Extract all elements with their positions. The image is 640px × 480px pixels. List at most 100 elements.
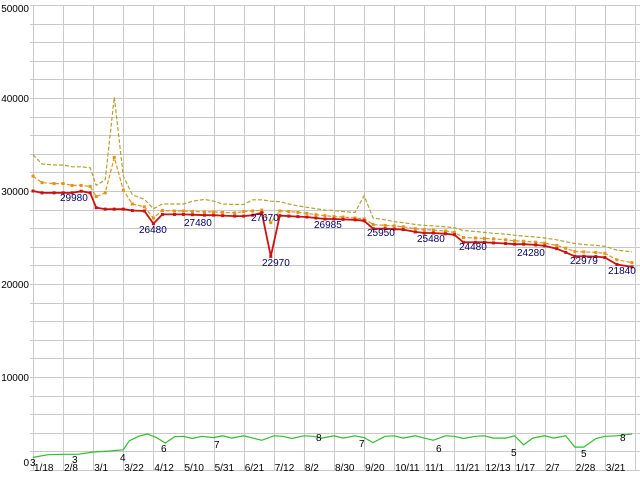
series-marker bbox=[555, 247, 559, 251]
series-marker bbox=[564, 246, 568, 250]
series-marker bbox=[362, 217, 366, 221]
series-marker bbox=[513, 239, 517, 243]
series-marker bbox=[260, 211, 264, 215]
series-marker bbox=[88, 191, 92, 195]
series-highest-price bbox=[32, 97, 633, 253]
x-tick-label: 8/2 bbox=[305, 463, 319, 474]
price-annotation: 24280 bbox=[517, 248, 545, 259]
series-marker bbox=[534, 240, 538, 244]
series-marker bbox=[305, 211, 309, 215]
series-marker bbox=[278, 209, 282, 213]
series-marker bbox=[203, 210, 207, 214]
x-tick-label: 2/8 bbox=[64, 463, 78, 474]
y-tick-label: 20000 bbox=[1, 280, 29, 291]
series-marker bbox=[594, 255, 598, 259]
series-marker bbox=[332, 217, 336, 221]
series-marker bbox=[142, 205, 146, 209]
x-tick-label: 8/30 bbox=[335, 463, 355, 474]
series-marker bbox=[443, 229, 447, 233]
series-marker bbox=[564, 250, 568, 254]
price-annotation: 26480 bbox=[139, 225, 167, 236]
series-marker bbox=[422, 231, 426, 235]
series-marker bbox=[362, 219, 366, 223]
price-annotations: 29980 26480 27480 27670 22970 26985 25950 25480… bbox=[60, 193, 636, 277]
series-marker bbox=[242, 209, 246, 213]
x-axis-labels: 1/18 2/8 3/1 3/22 4/12 5/10 5/31 6/21 7/12 8/2 8/3… bbox=[34, 463, 626, 474]
series-marker bbox=[594, 250, 598, 254]
series-marker bbox=[251, 209, 255, 213]
series-marker bbox=[142, 209, 146, 213]
series-marker bbox=[70, 191, 74, 195]
series-line-average-price bbox=[32, 155, 633, 264]
price-annotation: 27480 bbox=[184, 218, 212, 229]
count-label: 5 bbox=[581, 449, 587, 460]
series-marker bbox=[130, 209, 134, 213]
series-marker bbox=[296, 215, 300, 219]
series-marker bbox=[492, 237, 496, 241]
series-marker bbox=[260, 208, 264, 212]
x-tick-label: 2/28 bbox=[576, 463, 596, 474]
x-tick-label: 6/21 bbox=[245, 463, 265, 474]
series-marker bbox=[383, 223, 387, 227]
series-marker bbox=[371, 227, 375, 231]
series-marker bbox=[392, 224, 396, 228]
series-marker bbox=[88, 184, 92, 188]
series-marker bbox=[221, 210, 225, 214]
x-tick-label: 5/31 bbox=[215, 463, 235, 474]
series-marker bbox=[31, 189, 35, 193]
series-marker bbox=[287, 209, 291, 213]
series-marker bbox=[522, 242, 526, 246]
x-tick-label: 11/21 bbox=[455, 463, 480, 474]
series-marker bbox=[615, 262, 619, 266]
series-marker bbox=[630, 261, 634, 265]
series-marker bbox=[305, 215, 309, 219]
series-marker bbox=[353, 218, 357, 222]
count-label: 4 bbox=[120, 453, 126, 464]
series-marker bbox=[191, 209, 195, 213]
price-annotation: 22979 bbox=[570, 256, 598, 267]
series-marker bbox=[191, 213, 195, 217]
y-tick-label: 30000 bbox=[1, 187, 29, 198]
series-marker bbox=[79, 189, 83, 193]
x-tick-label: 9/20 bbox=[365, 463, 385, 474]
series-marker bbox=[233, 211, 237, 215]
series-marker bbox=[182, 212, 185, 216]
series-marker bbox=[52, 182, 56, 186]
series-marker bbox=[413, 230, 417, 234]
series-marker bbox=[323, 214, 327, 218]
series-marker bbox=[61, 182, 65, 186]
x-tick-label: 4/12 bbox=[154, 463, 174, 474]
count-label: 6 bbox=[436, 444, 442, 455]
series-average-price bbox=[31, 155, 634, 265]
series-marker bbox=[353, 216, 357, 220]
series-marker bbox=[151, 216, 155, 220]
series-marker bbox=[582, 254, 586, 258]
series-marker bbox=[314, 213, 318, 217]
series-marker bbox=[172, 212, 176, 216]
series-lowest-price bbox=[31, 189, 634, 269]
price-annotation: 26985 bbox=[314, 220, 342, 231]
series-marker bbox=[130, 202, 134, 206]
y-tick-label: 10000 bbox=[1, 373, 29, 384]
x-tick-label: 7/12 bbox=[275, 463, 295, 474]
series-marker bbox=[383, 227, 387, 231]
count-label: 7 bbox=[359, 439, 365, 450]
series-marker bbox=[70, 183, 74, 187]
series-marker bbox=[160, 209, 164, 213]
series-marker bbox=[452, 230, 456, 234]
series-marker bbox=[392, 227, 396, 231]
series-marker bbox=[112, 156, 116, 160]
grid-lines bbox=[30, 5, 640, 471]
series-marker bbox=[431, 231, 435, 235]
y-tick-label: 40000 bbox=[1, 94, 29, 105]
series-marker bbox=[323, 217, 327, 221]
series-marker bbox=[40, 191, 44, 195]
series-marker bbox=[615, 258, 619, 262]
series-marker bbox=[461, 236, 465, 239]
series-marker bbox=[172, 209, 176, 213]
series-marker bbox=[422, 228, 426, 232]
series-marker bbox=[212, 213, 216, 217]
series-marker bbox=[513, 242, 517, 246]
series-marker bbox=[371, 222, 375, 226]
